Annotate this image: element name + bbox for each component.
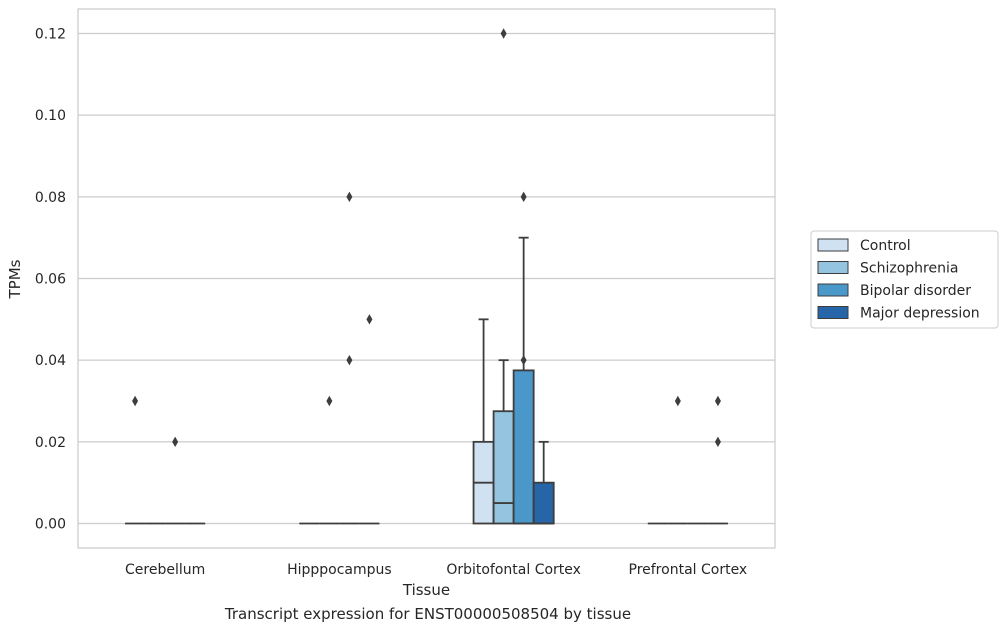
y-tick-label: 0.10	[35, 108, 66, 124]
y-tick-label: 0.04	[35, 353, 66, 369]
box	[532, 481, 555, 525]
outlier-point	[346, 191, 353, 203]
box-group	[165, 436, 186, 525]
legend-label: Schizophrenia	[860, 261, 958, 277]
legend-label: Control	[860, 238, 911, 254]
legend-label: Bipolar disorder	[860, 283, 971, 299]
x-tick-label: Hipppocampus	[287, 562, 392, 578]
outlier-point	[172, 436, 179, 448]
box	[492, 410, 515, 525]
legend-item: Major depression	[817, 306, 980, 322]
outlier-point	[132, 395, 139, 407]
outlier-point	[326, 395, 333, 407]
legend-frame	[810, 230, 999, 329]
legend-item: Bipolar disorder	[817, 283, 971, 299]
plot-frame	[77, 8, 776, 549]
box-group	[339, 191, 360, 525]
box-group	[125, 395, 146, 525]
legend-label: Major depression	[860, 306, 980, 322]
legend-swatch	[817, 238, 849, 252]
outlier-point	[346, 354, 353, 366]
box-group	[532, 440, 555, 525]
outlier-point	[714, 395, 721, 407]
y-tick-label: 0.12	[35, 27, 66, 43]
outlier-point	[520, 354, 527, 366]
box	[512, 369, 535, 525]
box-group	[512, 191, 535, 525]
outlier-point	[366, 314, 373, 325]
legend: Control Schizophrenia Bipolar disorder Majo…	[810, 230, 999, 329]
legend-item: Control	[817, 238, 911, 254]
y-axis-label: TPMs	[6, 259, 24, 299]
outlier-point	[714, 436, 721, 448]
box-plot-marks	[125, 28, 728, 525]
x-tick-label: Orbitofontal Cortex	[446, 562, 581, 578]
legend-swatch	[817, 261, 849, 274]
outlier-point	[674, 395, 681, 407]
legend-swatch	[817, 306, 849, 319]
gridlines	[78, 32, 775, 525]
y-tick-label: 0.02	[35, 435, 66, 451]
legend-swatch	[817, 283, 849, 297]
y-tick-label: 0.08	[35, 190, 66, 206]
box-group	[492, 28, 515, 525]
y-tick-label: 0.00	[35, 517, 66, 533]
box-group	[359, 314, 380, 525]
box-group	[472, 318, 495, 525]
box-group	[707, 395, 728, 525]
box-group	[667, 395, 688, 525]
x-tick-label: Cerebellum	[125, 562, 205, 578]
outlier-point	[500, 28, 507, 39]
y-tick-label: 0.06	[35, 272, 66, 288]
outlier-point	[520, 191, 527, 203]
legend-item: Schizophrenia	[817, 261, 958, 277]
x-axis-label: Tissue	[402, 581, 450, 599]
y-tick-labels: 0.00 0.02 0.04 0.06 0.08 0.10 0.12	[35, 27, 66, 533]
x-tick-labels: Cerebellum Hipppocampus Orbitofontal Corte…	[125, 562, 747, 578]
chart-caption: Transcript expression for ENST0000050850…	[224, 605, 632, 623]
x-tick-label: Prefrontal Cortex	[629, 562, 748, 578]
box-group	[319, 395, 340, 525]
